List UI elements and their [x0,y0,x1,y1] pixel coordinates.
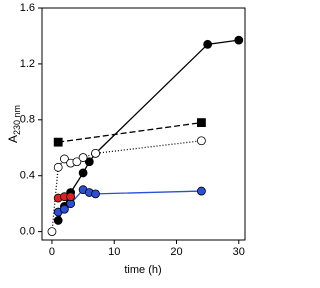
marker [53,137,63,147]
y-tick-label: 1.2 [20,58,35,70]
series-line [57,188,202,213]
x-tick-label: 0 [49,246,55,258]
y-tick-label: 0.8 [20,114,35,126]
plot-frame [41,7,246,241]
marker [203,39,213,49]
marker [53,216,63,225]
y-axis-label: A230 nm [6,105,22,143]
marker [78,168,88,178]
x-tick-label: 30 [233,246,245,258]
marker [60,154,69,164]
marker [60,204,69,214]
x-axis-label: time (h) [124,264,161,276]
marker [91,148,100,158]
marker [234,35,244,45]
marker [66,192,76,202]
x-tick-label: 10 [108,246,120,258]
marker [47,227,57,237]
y-tick-label: 0.4 [20,170,35,182]
y-label-sub: 230 nm [12,105,22,135]
x-tick-label: 20 [170,246,182,258]
y-tick-label: 1.6 [20,2,35,14]
marker [72,157,82,167]
marker [91,189,100,199]
marker [53,162,63,172]
marker [84,157,94,167]
marker [78,153,88,162]
marker [197,186,206,196]
y-tick-label: 0.0 [20,226,35,238]
y-label-main: A [6,135,20,143]
series-line [58,121,202,143]
marker [197,136,206,146]
marker [197,118,206,128]
chart: time (h) A230 nm 0 10 20 30 0.0 0.4 0.8 1.2 1.6 [6,2,246,276]
